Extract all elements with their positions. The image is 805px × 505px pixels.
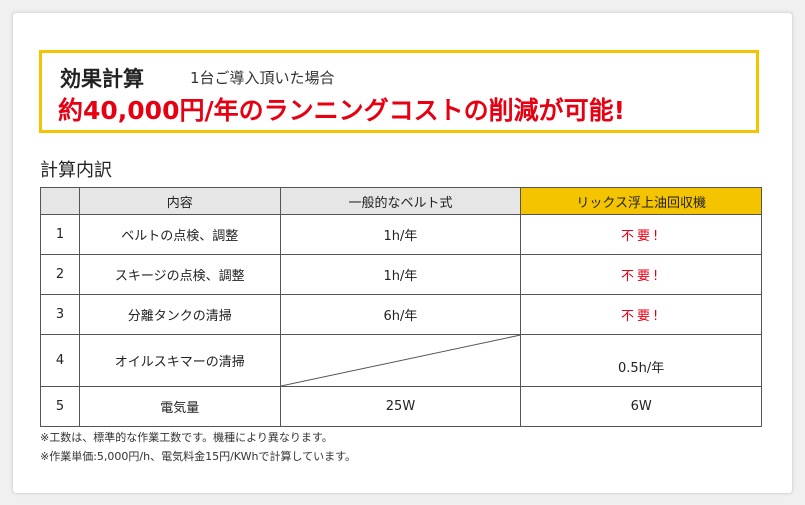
row-item: オイルスキマーの清掃 [78, 334, 281, 387]
row-rix: 不要! [520, 254, 762, 295]
banner-headline: 約40,000円/年のランニングコストの削減が可能! [58, 96, 626, 125]
note: ※作業単価:5,000円/h、電気料金15円/KWhで計算しています。 [40, 450, 357, 463]
row-no: 1 [40, 214, 80, 255]
row-belt: 1h/年 [279, 254, 522, 295]
row-item: スキージの点検、調整 [78, 254, 281, 295]
table-header: 内容 一般的なベルト式 リックス浮上油回収機 [40, 187, 762, 215]
table-row: 3 分離タンクの清掃 6h/年 不要! [40, 294, 762, 335]
row-belt: 6h/年 [279, 294, 522, 335]
row-belt: 1h/年 [279, 214, 522, 255]
row-belt: 25W [279, 386, 522, 427]
banner-subtitle: 1台ご導入頂いた場合 [190, 69, 335, 87]
table-row: 4 オイルスキマーの清掃 0.5h/年 [40, 334, 762, 387]
table-row: 5 電気量 25W 6W [40, 386, 762, 427]
diagonal-line [281, 335, 521, 386]
row-rix: 0.5h/年 [520, 334, 762, 387]
breakdown-table: 内容 一般的なベルト式 リックス浮上油回収機 1 ベルトの点検、調整 1h/年 … [40, 187, 762, 427]
row-no: 5 [40, 386, 80, 427]
row-rix: 不要! [520, 214, 762, 255]
row-item: 電気量 [78, 386, 281, 427]
table-row: 2 スキージの点検、調整 1h/年 不要! [40, 254, 762, 295]
row-no: 4 [40, 334, 80, 387]
cost-banner: 効果計算 1台ご導入頂いた場合 約40,000円/年のランニングコストの削減が可… [39, 50, 759, 133]
row-rix: 不要! [520, 294, 762, 335]
header-belt: 一般的なベルト式 [279, 187, 522, 215]
note: ※工数は、標準的な作業工数です。機種により異なります。 [40, 431, 333, 444]
header-no [40, 187, 80, 215]
header-item: 内容 [78, 187, 281, 215]
row-no: 3 [40, 294, 80, 335]
row-item: ベルトの点検、調整 [78, 214, 281, 255]
notes: ※工数は、標準的な作業工数です。機種により異なります。 ※作業単価:5,000円… [40, 428, 356, 466]
row-no: 2 [40, 254, 80, 295]
banner-title: 効果計算 [60, 67, 144, 91]
row-rix: 6W [520, 386, 762, 427]
row-item: 分離タンクの清掃 [78, 294, 281, 335]
row-belt-not-applicable [279, 334, 522, 387]
table-row: 1 ベルトの点検、調整 1h/年 不要! [40, 214, 762, 255]
section-title: 計算内訳 [40, 160, 112, 181]
header-rix: リックス浮上油回収機 [520, 187, 762, 215]
